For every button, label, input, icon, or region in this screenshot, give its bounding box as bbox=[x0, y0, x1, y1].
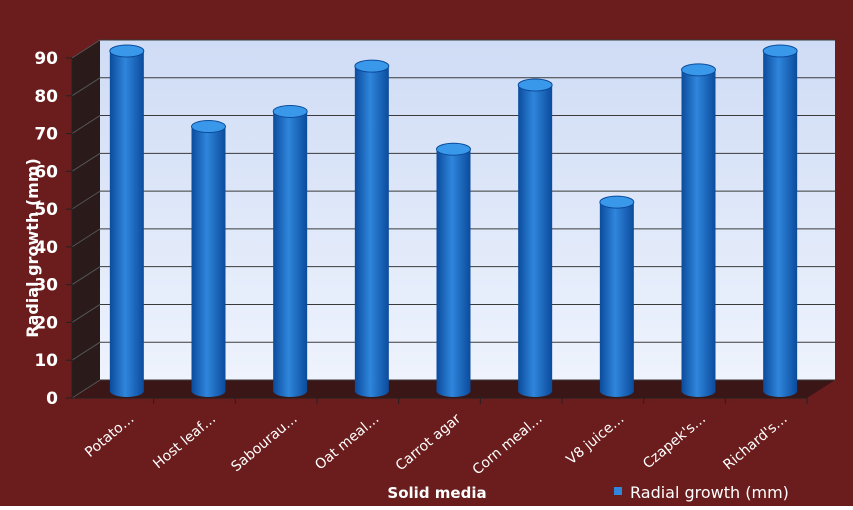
bar-top bbox=[436, 142, 471, 156]
bar-body bbox=[109, 51, 144, 397]
gridline-side bbox=[71, 77, 101, 97]
y-tick-label: 60 bbox=[34, 162, 58, 182]
bar-body bbox=[599, 202, 634, 398]
bar bbox=[272, 104, 308, 398]
x-axis-label: Solid media bbox=[387, 484, 486, 502]
bar bbox=[517, 78, 553, 397]
y-tick-label: 70 bbox=[34, 125, 58, 145]
y-axis-label: Radial growth (mm) bbox=[23, 158, 42, 338]
gridline-side bbox=[71, 379, 101, 399]
gridline-side bbox=[71, 228, 101, 248]
bar-top bbox=[109, 44, 145, 58]
gridline-side bbox=[71, 190, 101, 210]
gridline-side bbox=[71, 266, 101, 286]
bar-top bbox=[599, 195, 635, 209]
gridline-side bbox=[71, 304, 101, 323]
y-tick-labels: 0 10 20 30 40 50 60 70 80 90 bbox=[34, 49, 58, 409]
y-tick-label: 90 bbox=[34, 49, 58, 69]
y-tick-label: 10 bbox=[34, 351, 58, 371]
bar-body bbox=[191, 126, 226, 398]
legend-swatch bbox=[614, 487, 622, 495]
bar bbox=[354, 59, 390, 398]
gridline-side bbox=[71, 115, 101, 134]
y-tick-label: 80 bbox=[34, 87, 58, 107]
legend: Radial growth (mm) bbox=[614, 483, 789, 502]
bar-body bbox=[681, 69, 716, 398]
bar-body bbox=[763, 51, 798, 398]
bar bbox=[191, 120, 226, 398]
bar bbox=[681, 63, 716, 398]
y-tick-label: 0 bbox=[46, 389, 58, 409]
y-tick-label: 50 bbox=[34, 200, 58, 220]
bar-body bbox=[436, 149, 471, 398]
bar-top bbox=[517, 78, 553, 92]
bar-top bbox=[191, 120, 226, 134]
y-tick-label: 30 bbox=[34, 276, 58, 296]
bar-top bbox=[354, 59, 390, 73]
gridline-side bbox=[71, 152, 101, 172]
bar-body bbox=[354, 66, 389, 398]
side-wall bbox=[72, 40, 100, 398]
y-tick-label: 40 bbox=[34, 238, 58, 258]
bar bbox=[436, 142, 471, 398]
bar-body bbox=[273, 111, 308, 398]
legend-label: Radial growth (mm) bbox=[630, 483, 789, 502]
gridline-side bbox=[71, 39, 101, 59]
bars bbox=[109, 44, 798, 398]
y-tick-label: 20 bbox=[34, 313, 58, 333]
bar-top bbox=[272, 104, 308, 118]
bar bbox=[599, 195, 635, 398]
bar bbox=[109, 44, 145, 397]
bar-top bbox=[681, 63, 716, 77]
bar-top bbox=[762, 44, 798, 58]
gridline-side bbox=[71, 341, 101, 361]
bar-body bbox=[518, 85, 553, 397]
bar bbox=[762, 44, 798, 398]
